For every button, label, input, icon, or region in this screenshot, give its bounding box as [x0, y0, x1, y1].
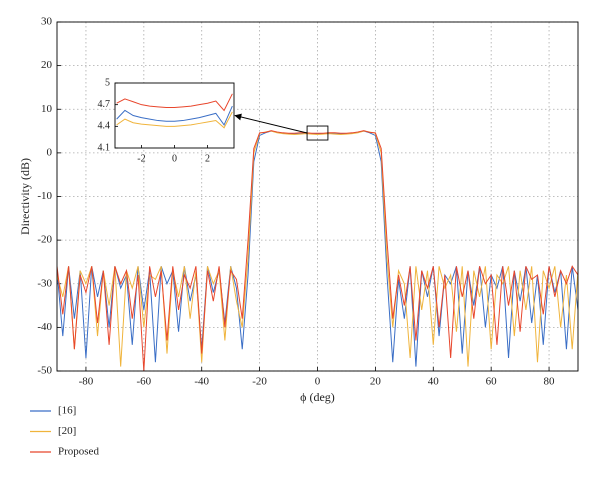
zoom-box — [306, 125, 329, 141]
series-group — [57, 130, 578, 371]
series-line — [57, 130, 578, 371]
x-tick-label: -80 — [79, 376, 94, 388]
y-tick-label: 0 — [47, 146, 53, 158]
y-tick-label: 10 — [41, 103, 53, 115]
x-tick-label: -40 — [194, 376, 209, 388]
y-tick-label: 4.1 — [98, 142, 111, 153]
series-line — [116, 93, 233, 112]
y-tick-label: 4.4 — [98, 121, 111, 132]
series-line — [57, 130, 578, 367]
y-tick-label: 20 — [41, 59, 53, 71]
series-line — [116, 111, 233, 129]
x-axis-label: ϕ (deg) — [300, 390, 335, 404]
y-tick-label: 5 — [105, 77, 110, 88]
x-tick-label: 0 — [172, 153, 177, 164]
y-tick-label: -10 — [37, 190, 52, 202]
x-tick-label: 60 — [486, 376, 498, 388]
legend-label: Proposed — [58, 446, 99, 458]
plot-frame — [114, 82, 235, 149]
x-tick-label: 2 — [205, 153, 210, 164]
y-tick-label: 4.7 — [98, 99, 111, 110]
zoom-arrow — [234, 113, 308, 134]
y-tick-label: -40 — [37, 321, 52, 333]
y-axis-label: Directivity (dB) — [18, 158, 32, 235]
x-tick-label: -60 — [136, 376, 151, 388]
x-tick-label: 0 — [315, 376, 321, 388]
x-tick-label: 40 — [428, 376, 440, 388]
y-tick-label: -50 — [37, 365, 52, 377]
x-tick-label: 20 — [370, 376, 382, 388]
legend-label: [20] — [58, 425, 76, 437]
plot-frame — [56, 21, 579, 372]
y-tick-label: -30 — [37, 277, 52, 289]
x-tick-label: -2 — [137, 153, 145, 164]
legend-label: [16] — [58, 405, 76, 417]
y-tick-label: -20 — [37, 234, 52, 246]
x-tick-label: -20 — [252, 376, 267, 388]
series-line — [116, 105, 233, 126]
series-group — [116, 93, 233, 129]
y-tick-label: 30 — [41, 16, 53, 28]
x-tick-label: 80 — [544, 376, 556, 388]
